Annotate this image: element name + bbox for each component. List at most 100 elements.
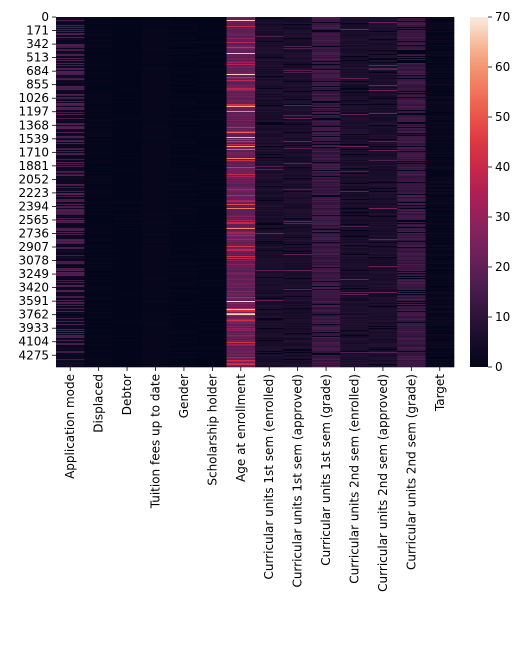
heatmap-cell-band (397, 268, 426, 270)
heatmap-cell-band (283, 228, 313, 230)
heatmap-cell-band (397, 207, 426, 209)
y-tick-label: 2223 (18, 186, 49, 200)
heatmap-cell-band (255, 141, 284, 143)
heatmap-cell-band (311, 303, 341, 305)
heatmap-cell-band (283, 304, 313, 306)
heatmap-cell-band (368, 288, 398, 290)
heatmap-cell-band (141, 124, 171, 126)
heatmap-cell-band (198, 313, 227, 315)
heatmap-cell-band (169, 246, 199, 248)
heatmap-cell-band (141, 131, 171, 133)
heatmap-cell-band (226, 253, 256, 255)
heatmap-cell-band (311, 115, 341, 117)
heatmap-cell-band (368, 330, 398, 332)
heatmap-cell-band (340, 130, 370, 132)
heatmap-cell-band (340, 147, 370, 149)
heatmap-cell-band (283, 246, 313, 248)
heatmap-cell-band (84, 193, 114, 195)
heatmap-cell-band (255, 171, 284, 173)
heatmap-cell-band (397, 260, 426, 262)
heatmap-cell-band (311, 315, 341, 317)
heatmap-cell-band (226, 129, 256, 131)
heatmap-cell-band (368, 41, 398, 43)
heatmap-cell-band (397, 99, 426, 101)
heatmap-cell-band (226, 198, 256, 200)
heatmap-cell-band (198, 180, 227, 182)
heatmap-cell-band (283, 64, 313, 66)
heatmap-cell-band (311, 366, 341, 368)
heatmap-cell-band (198, 155, 227, 157)
heatmap-cell-band (84, 89, 114, 91)
heatmap-cell-band (397, 126, 426, 128)
heatmap-cell-band (283, 353, 313, 355)
heatmap-cell-band (255, 179, 284, 181)
heatmap-cell-band (141, 325, 171, 327)
heatmap-cell-band (169, 275, 199, 277)
heatmap-cell-band (84, 115, 114, 117)
heatmap-cell-band (425, 280, 455, 282)
heatmap-cell-band (141, 223, 171, 225)
heatmap-cell-band (311, 53, 341, 55)
heatmap-cell-band (169, 227, 199, 229)
heatmap-cell-band (56, 111, 85, 113)
heatmap-cell-band (311, 360, 341, 362)
heatmap-cell-band (340, 126, 370, 128)
heatmap-cell-band (169, 58, 199, 60)
heatmap-cell-band (84, 324, 114, 326)
heatmap-cell-band (226, 322, 256, 324)
heatmap-cell-band (226, 309, 256, 311)
heatmap-cell-band (425, 17, 455, 19)
heatmap-cell-band (84, 84, 114, 86)
heatmap-cell-band (112, 21, 142, 23)
heatmap-cell-band (141, 246, 171, 248)
heatmap-cell-band (169, 179, 199, 181)
heatmap-cell-band (169, 185, 199, 187)
heatmap-cell-band (141, 39, 171, 41)
heatmap-cell-band (112, 135, 142, 137)
heatmap-cell-band (368, 196, 398, 198)
heatmap-cell-band (226, 246, 256, 248)
heatmap-cell-band (198, 204, 227, 206)
heatmap-cell-band (255, 292, 284, 294)
heatmap-cell-band (226, 188, 256, 190)
heatmap-cell-band (311, 91, 341, 93)
heatmap-cell-band (112, 357, 142, 359)
heatmap-cell-band (368, 293, 398, 295)
heatmap-cell-band (56, 188, 85, 190)
heatmap-cell-band (198, 189, 227, 191)
heatmap-cell-band (425, 358, 455, 360)
heatmap-cell-band (340, 173, 370, 175)
heatmap-cell-band (198, 322, 227, 324)
heatmap-cell-band (169, 312, 199, 314)
heatmap-cell-band (141, 182, 171, 184)
heatmap-cell-band (169, 240, 199, 242)
heatmap-cell-band (340, 48, 370, 50)
heatmap-cell-band (84, 93, 114, 95)
heatmap-cell-band (368, 63, 398, 65)
heatmap-cell-band (226, 82, 256, 84)
heatmap-cell-band (340, 154, 370, 156)
heatmap-cell-band (425, 159, 455, 161)
heatmap-cell-band (311, 327, 341, 329)
heatmap-cell-band (283, 99, 313, 101)
heatmap-cell-band (255, 91, 284, 93)
heatmap-cell-band (198, 222, 227, 224)
heatmap-cell-band (141, 191, 171, 193)
heatmap-cell-band (112, 200, 142, 202)
heatmap-cell-band (198, 50, 227, 52)
heatmap-cell-band (397, 116, 426, 118)
heatmap-cell-band (368, 347, 398, 349)
heatmap-cell-band (255, 260, 284, 262)
y-tick-label: 0 (41, 10, 49, 24)
heatmap-cell-band (56, 251, 85, 253)
heatmap-cell-band (255, 311, 284, 313)
y-tick-label: 3078 (18, 254, 49, 268)
heatmap-cell-band (283, 105, 313, 107)
heatmap-cell-band (169, 45, 199, 47)
heatmap-cell-band (112, 65, 142, 67)
heatmap-cell-band (283, 341, 313, 343)
heatmap-cell-band (169, 41, 199, 43)
heatmap-cell-band (368, 185, 398, 187)
heatmap-cell-band (141, 255, 171, 257)
heatmap-column (112, 17, 142, 368)
